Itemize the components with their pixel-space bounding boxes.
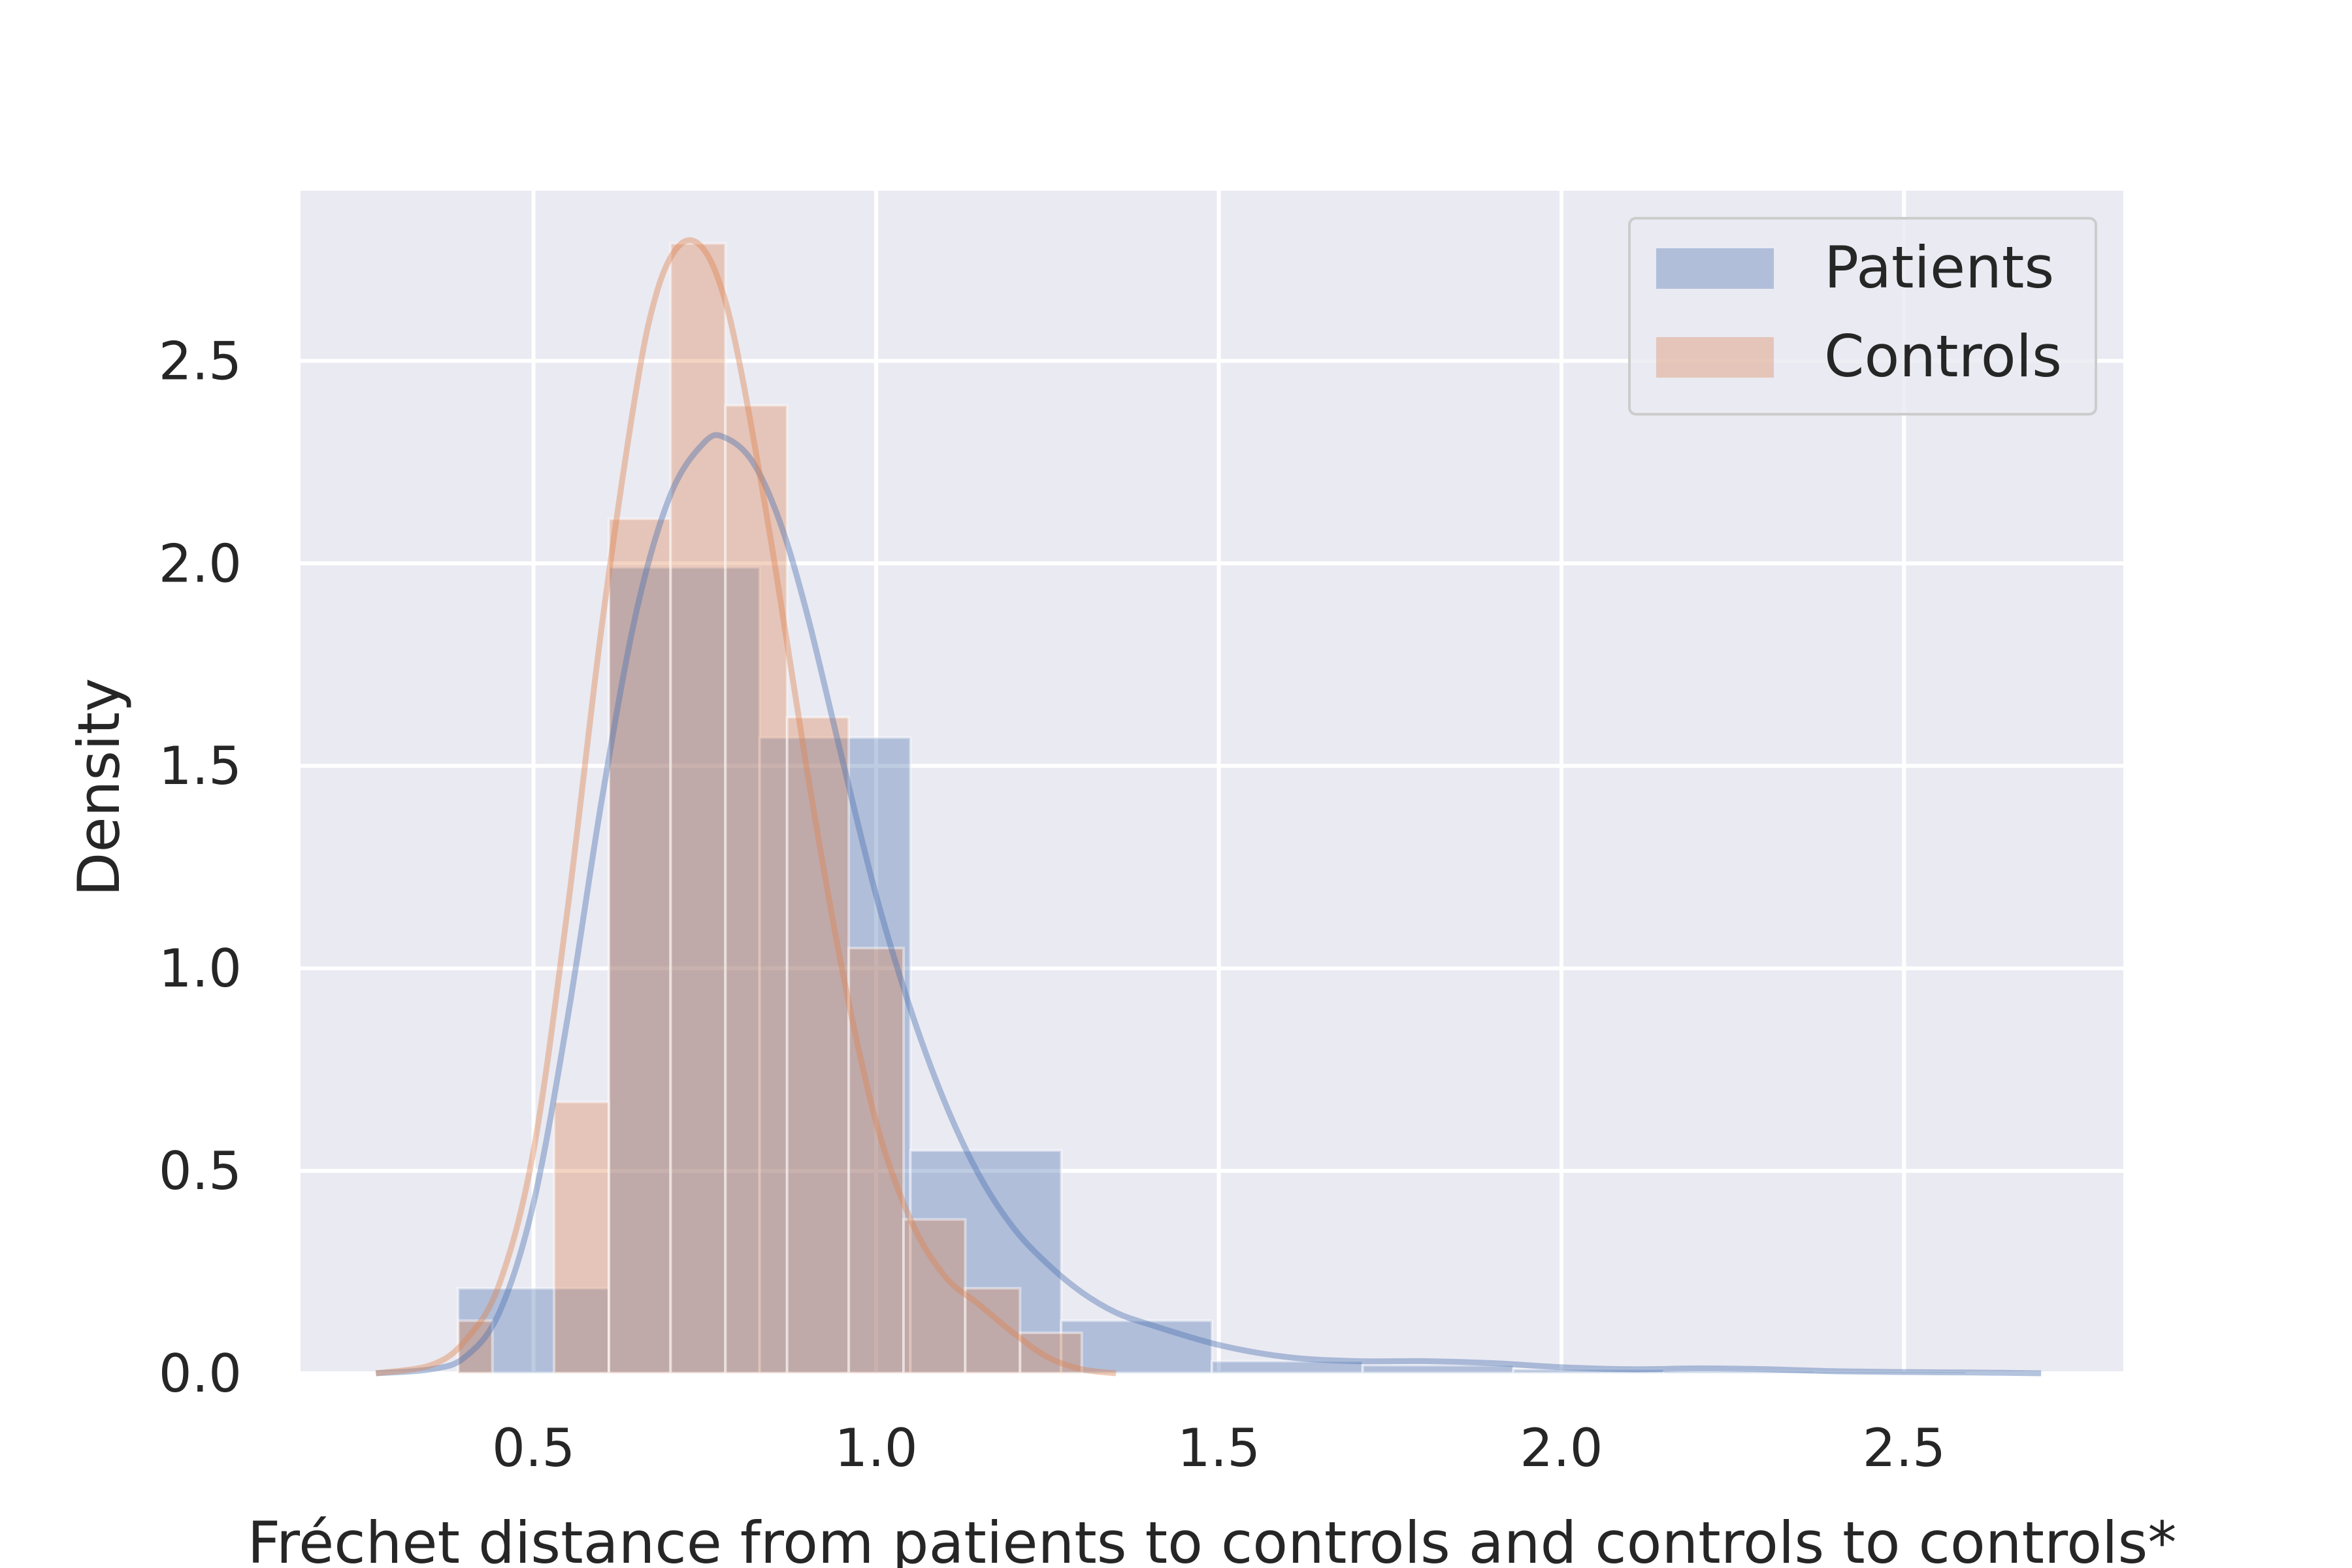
legend: Patients Controls bbox=[1628, 217, 2097, 416]
kde-line-patients bbox=[376, 432, 2042, 1377]
x-tick-label-1: 1.0 bbox=[834, 1418, 917, 1478]
legend-label-controls: Controls bbox=[1824, 323, 2062, 390]
x-ticks: 0.5 1.0 1.5 2.0 2.5 bbox=[492, 1418, 1946, 1478]
y-tick-label-0: 0.0 bbox=[159, 1343, 242, 1404]
bar-controls-5 bbox=[724, 404, 789, 1375]
bar-controls-2 bbox=[553, 1100, 610, 1375]
y-tick-label-1: 0.5 bbox=[159, 1141, 242, 1201]
bar-patients-7 bbox=[1512, 1367, 1666, 1375]
y-tick-label-2: 1.0 bbox=[159, 938, 242, 999]
x-axis-label: Fréchet distance from patients to contro… bbox=[248, 1509, 2177, 1568]
kde-lines bbox=[375, 237, 2042, 1377]
bar-patients-3 bbox=[909, 1149, 1063, 1375]
bar-patients-4 bbox=[1060, 1319, 1214, 1375]
bar-controls-0 bbox=[457, 1319, 494, 1375]
histogram-patients bbox=[457, 566, 1967, 1375]
y-axis-label: Density bbox=[65, 678, 133, 897]
legend-label-patients: Patients bbox=[1824, 234, 2054, 301]
bar-controls-6 bbox=[785, 715, 851, 1375]
bar-controls-9 bbox=[964, 1286, 1022, 1375]
legend-swatch-patients bbox=[1656, 248, 1774, 289]
bar-controls-10 bbox=[1019, 1331, 1083, 1375]
bar-patients-6 bbox=[1361, 1364, 1515, 1375]
y-ticks: 0.0 0.5 1.0 1.5 2.0 2.5 bbox=[159, 331, 242, 1404]
legend-swatch-controls bbox=[1656, 337, 1774, 378]
bar-controls-3 bbox=[607, 517, 672, 1375]
bar-controls-7 bbox=[847, 947, 906, 1375]
legend-box bbox=[1628, 217, 2097, 416]
y-tick-label-5: 2.5 bbox=[159, 331, 242, 391]
histogram-controls bbox=[457, 242, 1083, 1375]
bar-patients-5 bbox=[1211, 1360, 1364, 1375]
bar-controls-8 bbox=[902, 1218, 967, 1375]
y-tick-label-3: 1.5 bbox=[159, 736, 242, 796]
bar-patients-9 bbox=[1814, 1371, 1967, 1375]
bar-patients-0 bbox=[457, 1286, 610, 1375]
x-tick-label-2: 1.5 bbox=[1177, 1418, 1260, 1478]
x-tick-label-4: 2.5 bbox=[1863, 1418, 1946, 1478]
bar-patients-2 bbox=[758, 736, 912, 1375]
bar-patients-1 bbox=[607, 566, 761, 1375]
bar-patients-8 bbox=[1663, 1369, 1817, 1375]
x-tick-label-0: 0.5 bbox=[492, 1418, 575, 1478]
y-tick-label-4: 2.0 bbox=[159, 533, 242, 594]
x-tick-label-3: 2.0 bbox=[1520, 1418, 1603, 1478]
bar-controls-4 bbox=[669, 242, 727, 1375]
kde-line-controls bbox=[375, 237, 1117, 1377]
